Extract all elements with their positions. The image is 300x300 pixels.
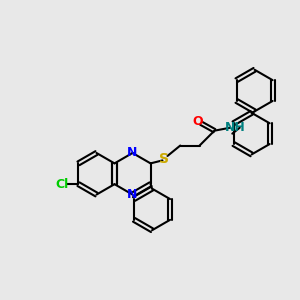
Text: N: N	[127, 188, 138, 201]
Text: O: O	[193, 115, 203, 128]
Text: N: N	[127, 146, 138, 160]
Text: Cl: Cl	[56, 178, 69, 191]
Text: NH: NH	[225, 121, 246, 134]
Text: S: S	[159, 152, 169, 166]
